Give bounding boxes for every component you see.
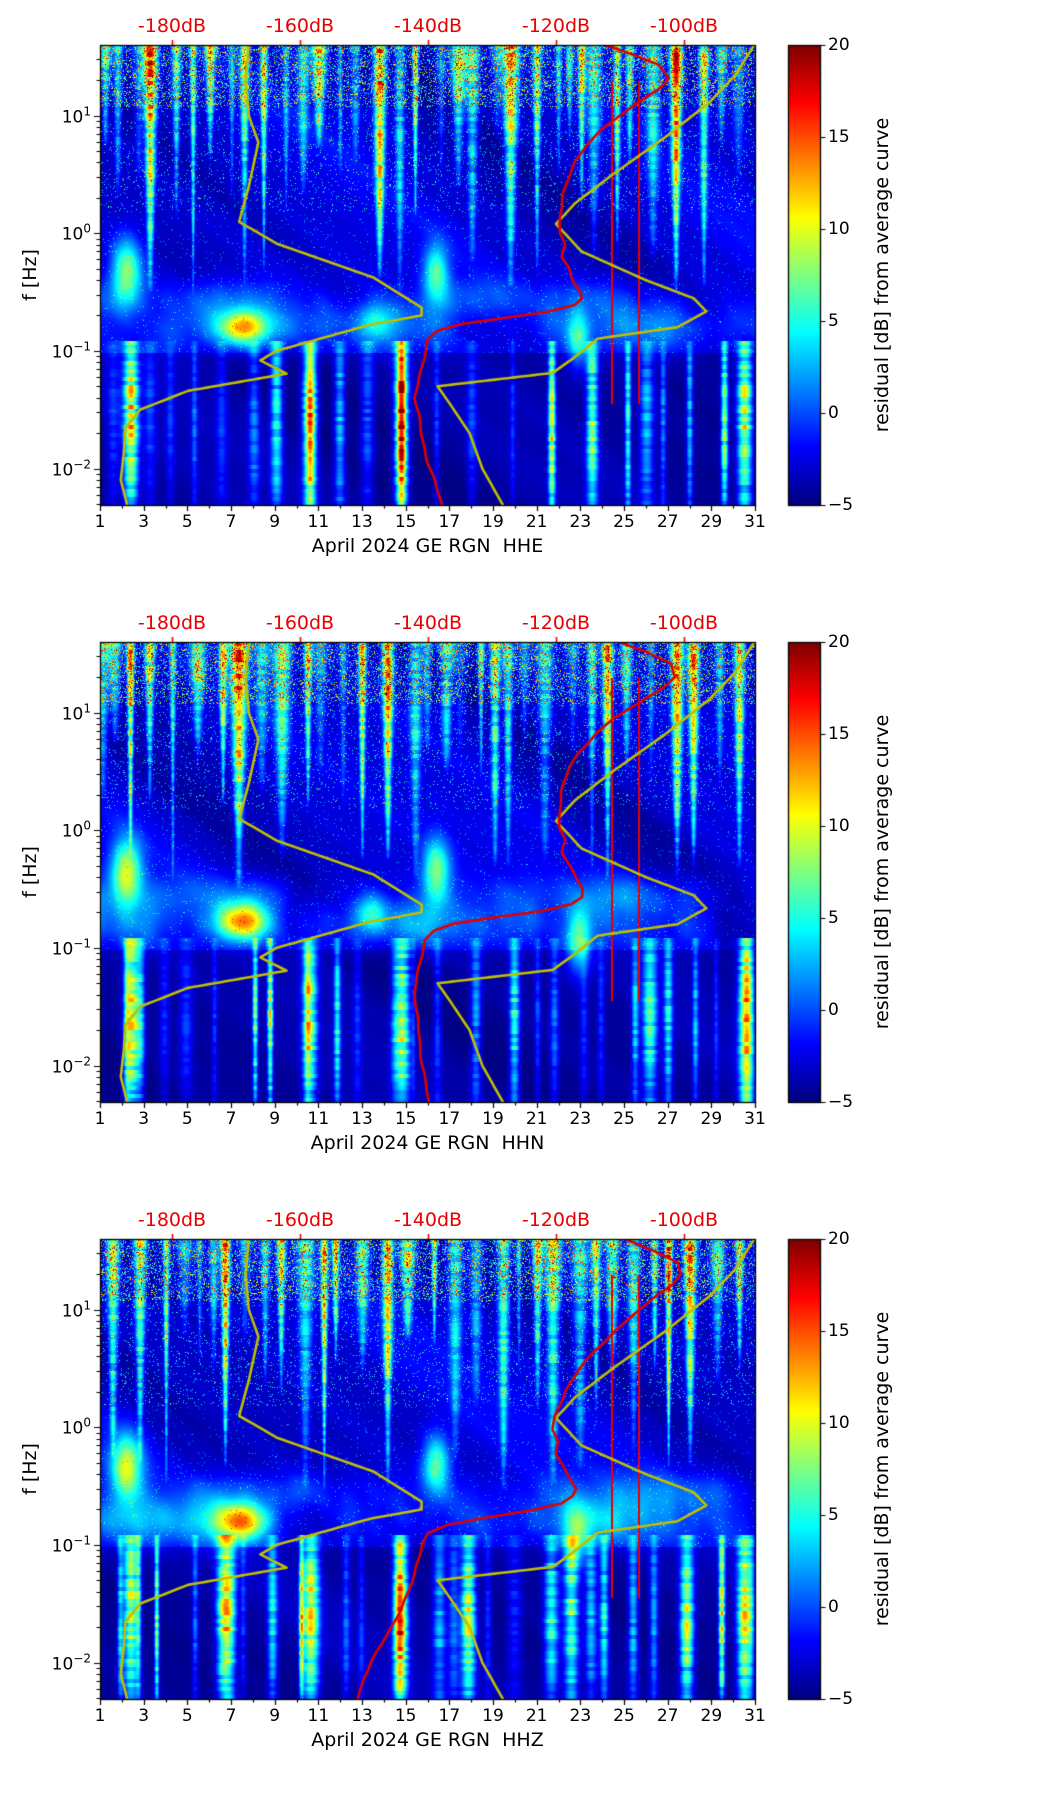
spectrogram-canvas bbox=[0, 0, 1052, 1806]
